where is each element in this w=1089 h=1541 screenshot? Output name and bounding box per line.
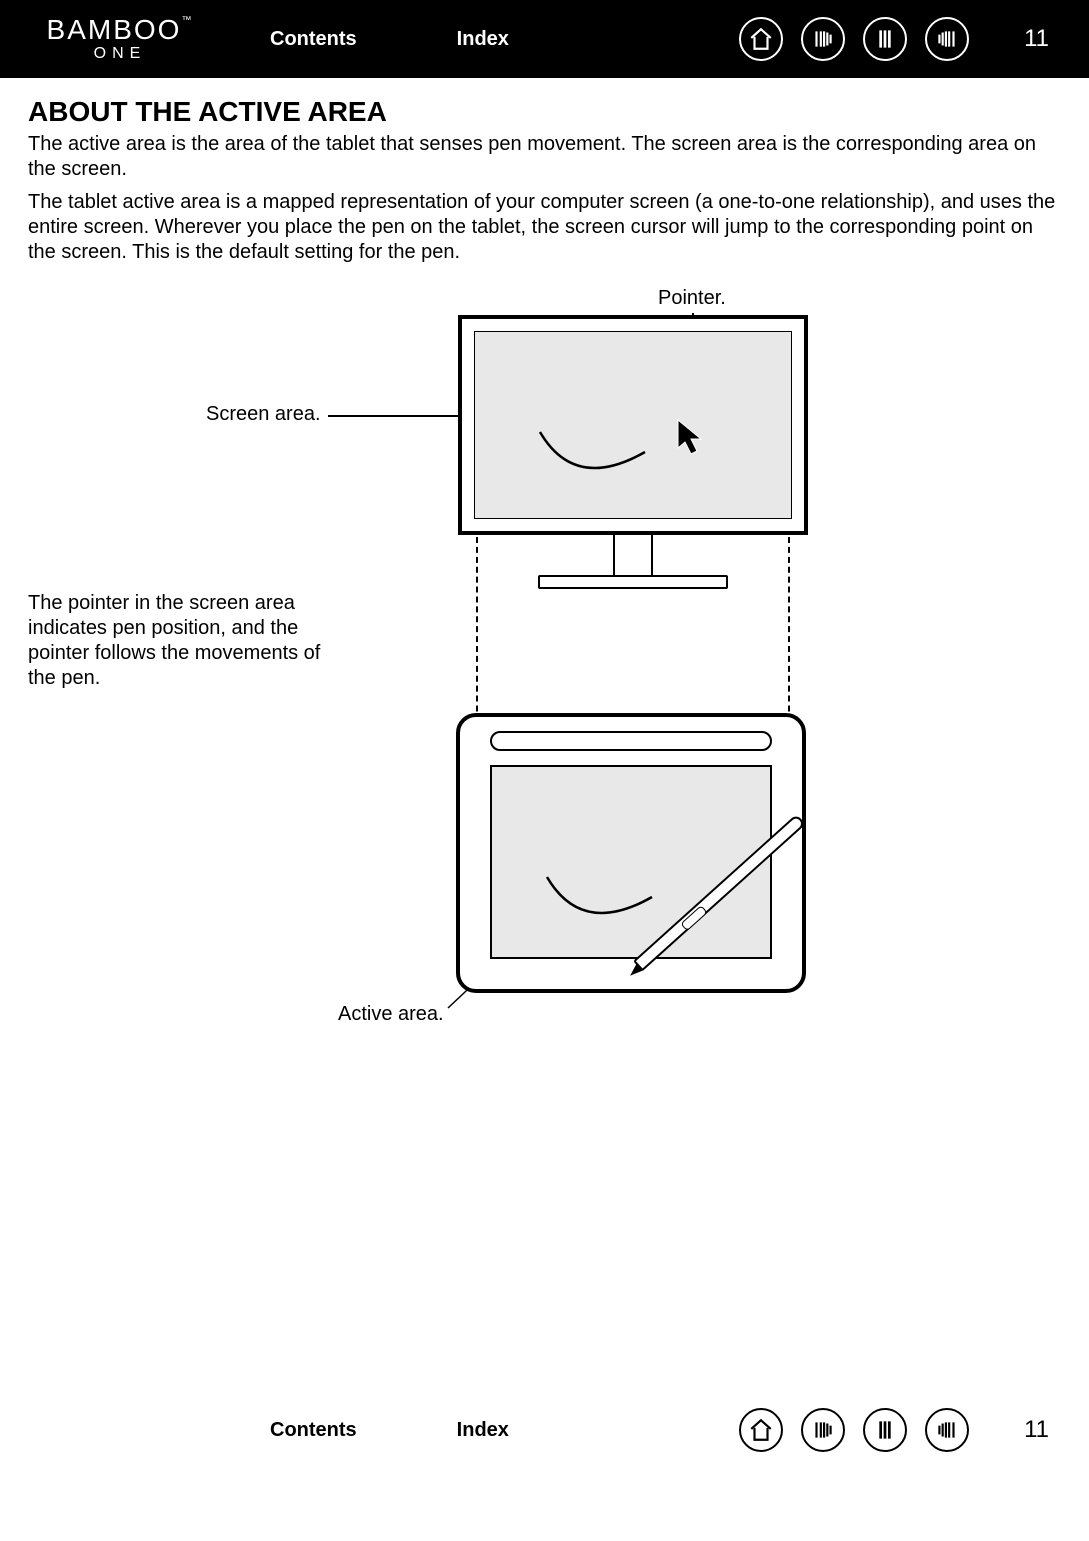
screen-stroke — [535, 422, 695, 492]
logo-sub: ONE — [30, 46, 210, 62]
logo-brand: BAMBOO — [47, 14, 182, 45]
page-content: ABOUT THE ACTIVE AREA The active area is… — [0, 78, 1089, 1091]
intro-para-1: The active area is the area of the table… — [28, 132, 1061, 182]
next-page-icon[interactable] — [925, 17, 969, 61]
page-title: ABOUT THE ACTIVE AREA — [28, 96, 1061, 128]
footer-nav-links: Contents Index — [270, 1419, 509, 1442]
footer-first-page-icon[interactable] — [801, 1408, 845, 1452]
footer-next-page-icon[interactable] — [925, 1408, 969, 1452]
active-area-callout: Active area. — [338, 1003, 444, 1026]
monitor — [458, 315, 808, 589]
tablet-pen-slot — [490, 731, 772, 751]
tablet-active-area — [490, 765, 772, 959]
logo-tm: ™ — [181, 15, 193, 26]
pointer-callout: Pointer. — [658, 287, 726, 310]
footer-index-link[interactable]: Index — [457, 1419, 509, 1442]
screen-area-callout: Screen area. — [206, 403, 321, 426]
footer-nav-icons — [739, 1408, 969, 1452]
contents-link[interactable]: Contents — [270, 28, 357, 51]
brand-logo: BAMBOO™ ONE — [30, 16, 210, 62]
nav-icons — [739, 17, 969, 61]
monitor-base — [538, 575, 728, 589]
cursor-pointer-icon — [675, 418, 709, 458]
footer-contents-link[interactable]: Contents — [270, 1419, 357, 1442]
monitor-bezel — [458, 315, 808, 535]
home-icon[interactable] — [739, 17, 783, 61]
intro-para-2: The tablet active area is a mapped repre… — [28, 190, 1061, 265]
monitor-neck — [613, 535, 653, 575]
first-page-icon[interactable] — [801, 17, 845, 61]
active-area-diagram: Pointer. Screen area. The pointer in the… — [28, 293, 1061, 1073]
nav-links: Contents Index — [270, 28, 509, 51]
page-number-top: 11 — [1024, 25, 1049, 53]
page-number-bottom: 11 — [1024, 1416, 1049, 1444]
pointer-desc-callout: The pointer in the screen area indicates… — [28, 591, 348, 691]
index-link[interactable]: Index — [457, 28, 509, 51]
top-nav: BAMBOO™ ONE Contents Index 11 — [0, 0, 1089, 78]
footer-prev-page-icon[interactable] — [863, 1408, 907, 1452]
bottom-nav: Contents Index 11 — [0, 1391, 1089, 1469]
prev-page-icon[interactable] — [863, 17, 907, 61]
monitor-screen — [474, 331, 792, 519]
footer-home-icon[interactable] — [739, 1408, 783, 1452]
